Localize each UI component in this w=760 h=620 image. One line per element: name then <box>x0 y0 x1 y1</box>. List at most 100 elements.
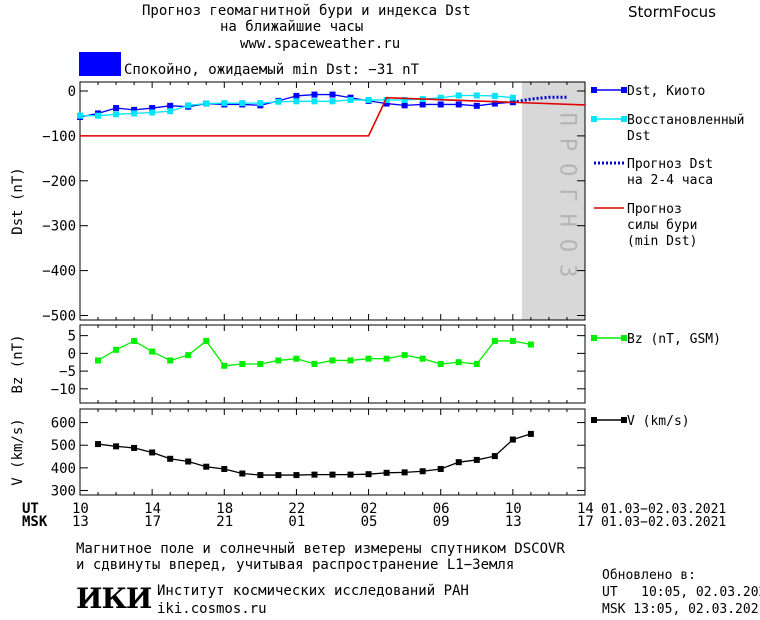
data-point <box>347 96 354 103</box>
data-point <box>365 471 372 478</box>
legend-label: силы бури <box>627 218 697 233</box>
data-point <box>455 101 462 108</box>
time-tick-label: 05 <box>360 514 378 530</box>
legend-label: (min Dst) <box>627 234 697 249</box>
time-tick-label: 02 <box>360 501 378 517</box>
data-point <box>491 453 498 460</box>
data-point <box>473 92 480 99</box>
data-point <box>149 105 156 112</box>
data-point <box>401 102 408 109</box>
data-point <box>437 101 444 108</box>
data-point <box>509 436 516 443</box>
data-point <box>293 355 300 362</box>
data-point <box>293 92 300 99</box>
time-tick-label: 17 <box>577 514 594 530</box>
data-point <box>203 337 210 344</box>
legend-label: Dst, Киото <box>627 84 705 99</box>
data-point <box>383 355 390 362</box>
data-point <box>239 361 246 367</box>
data-point <box>509 337 516 344</box>
data-point <box>455 359 462 366</box>
data-point <box>203 463 210 470</box>
data-point <box>131 337 138 344</box>
data-point <box>329 357 336 364</box>
y-tick-label: 300 <box>51 483 76 499</box>
data-point <box>419 355 426 362</box>
footer-note-line1: Магнитное поле и солнечный ветер измерен… <box>76 541 565 557</box>
y-tick-label: −10 <box>51 382 76 398</box>
msk-date-range: 01.03−02.03.2021 <box>601 515 727 530</box>
time-tick-label: 22 <box>288 501 306 517</box>
data-point <box>347 357 354 364</box>
data-point <box>401 469 408 476</box>
chart-title-line1: Прогноз геомагнитной бури и индекса Dst <box>142 3 471 19</box>
data-point <box>113 443 120 450</box>
time-tick-label: 06 <box>432 501 450 517</box>
institute-site[interactable]: iki.cosmos.ru <box>157 601 267 617</box>
time-tick-label: 14 <box>577 501 594 517</box>
data-point <box>95 112 102 119</box>
legend-item-1: Dst, Киото <box>591 84 705 99</box>
data-point <box>131 106 138 113</box>
forecast-band-label: ПРОГНОЗ <box>554 113 579 290</box>
y-tick-label: −200 <box>42 174 76 190</box>
data-point <box>383 96 390 103</box>
data-point <box>455 459 462 466</box>
legend-label: V (km/s) <box>627 414 690 429</box>
data-point <box>311 91 318 98</box>
time-tick-label: 17 <box>144 514 161 530</box>
legend-marker <box>591 87 597 93</box>
source-url[interactable]: www.spaceweather.ru <box>240 36 401 52</box>
time-tick-label: 10 <box>72 501 89 517</box>
data-point <box>77 112 83 119</box>
data-point <box>113 105 120 112</box>
status-text: Спокойно, ожидаемый min Dst: −31 nT <box>124 62 420 78</box>
data-point <box>311 471 318 478</box>
data-point <box>401 96 408 103</box>
data-point <box>185 102 192 109</box>
data-point <box>455 92 462 99</box>
time-tick-label: 13 <box>72 514 89 530</box>
data-point <box>491 92 498 99</box>
y-axis-label: V (km/s) <box>10 418 26 485</box>
data-point <box>473 361 480 367</box>
data-point <box>275 357 282 364</box>
data-point <box>329 471 336 478</box>
data-point <box>473 102 480 109</box>
time-tick-label: 21 <box>216 514 234 530</box>
y-tick-label: −100 <box>42 129 76 145</box>
data-point <box>437 465 444 472</box>
chart-title-line2: на ближайшие часы <box>220 19 364 35</box>
data-point <box>257 100 264 107</box>
chart-panel-2: 50 −5 −10 Bz (nT) <box>10 324 586 404</box>
legend-label: Восстановленный <box>627 113 744 128</box>
footer-note-line2: и сдвинуты вперед, учитывая распростране… <box>76 557 515 573</box>
data-point <box>149 109 156 116</box>
time-tick-label: 13 <box>504 514 522 530</box>
time-tick-label: 18 <box>216 501 234 517</box>
panel-frame <box>79 81 586 321</box>
updated-label: Обновлено в: <box>602 568 696 583</box>
data-point <box>257 472 264 479</box>
data-point <box>491 100 498 107</box>
data-point <box>95 357 102 364</box>
y-tick-label: 600 <box>51 416 76 432</box>
updated-msk: MSK 13:05, 02.03.2021 <box>602 602 760 617</box>
data-point <box>221 362 228 369</box>
data-point <box>167 357 174 364</box>
legend-label: Прогноз <box>627 202 682 217</box>
data-point <box>275 98 282 105</box>
time-tick-label: 14 <box>144 501 161 517</box>
legend-marker <box>621 116 627 122</box>
institute-name: Институт космических исследований РАН <box>157 583 469 599</box>
data-point <box>419 468 426 475</box>
data-point <box>383 100 390 107</box>
data-point <box>239 100 246 107</box>
data-point <box>275 472 282 479</box>
legend-marker <box>621 87 627 93</box>
series-line <box>512 95 567 104</box>
data-point <box>311 361 318 367</box>
